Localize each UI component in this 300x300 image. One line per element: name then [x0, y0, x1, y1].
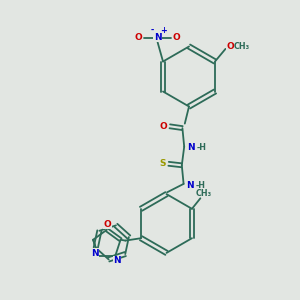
Text: N: N [154, 33, 161, 42]
Text: S: S [159, 159, 166, 168]
Text: O: O [226, 42, 234, 51]
Text: CH₃: CH₃ [234, 42, 250, 51]
Text: O: O [134, 33, 142, 42]
Text: -H: -H [196, 181, 206, 190]
Text: O: O [173, 33, 181, 42]
Text: N: N [187, 143, 195, 152]
Text: CH₃: CH₃ [195, 189, 212, 198]
Text: -H: -H [196, 143, 207, 152]
Text: O: O [160, 122, 168, 131]
Text: -: - [151, 26, 154, 35]
Text: O: O [103, 220, 111, 229]
Text: N: N [91, 249, 99, 258]
Text: +: + [160, 26, 167, 35]
Text: N: N [186, 181, 194, 190]
Text: N: N [113, 256, 121, 265]
